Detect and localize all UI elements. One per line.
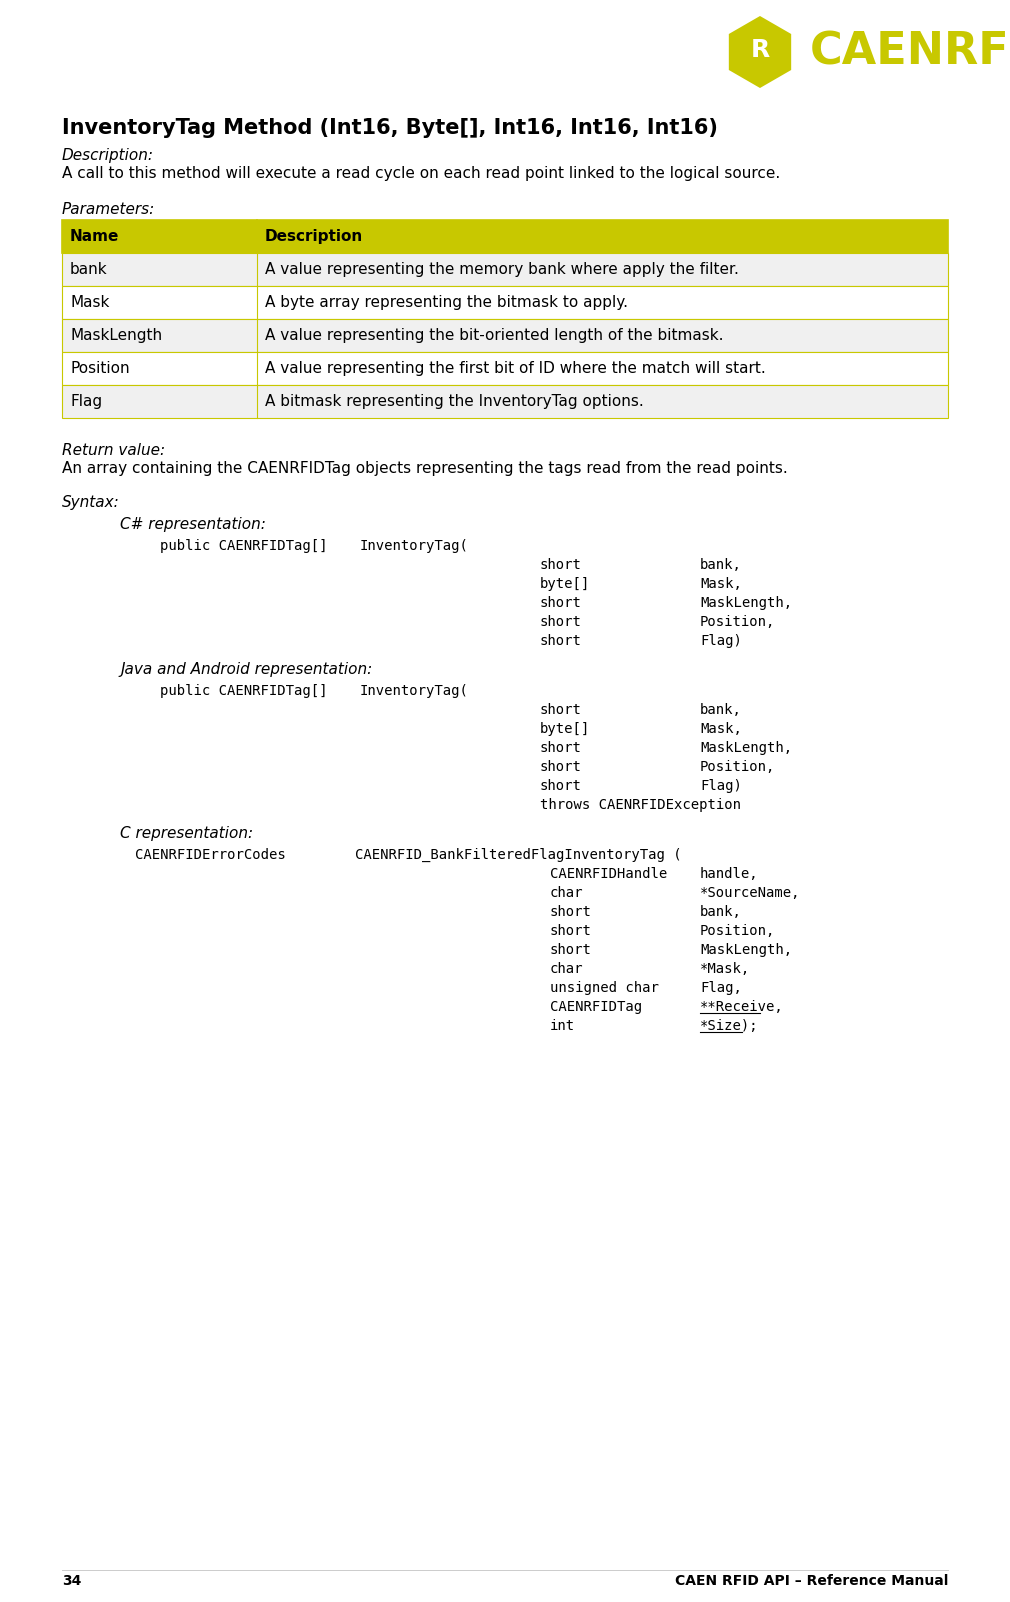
Text: unsigned char: unsigned char [550,980,659,995]
Text: byte[]: byte[] [540,577,590,591]
Text: short: short [540,615,582,630]
Text: bank,: bank, [700,703,742,718]
Text: **Receive,: **Receive, [700,1000,784,1014]
Text: Description: Description [265,229,364,244]
Bar [62,319,948,352]
Text: public CAENRFIDTag[]: public CAENRFIDTag[] [160,538,327,553]
Text: CAENRFID: CAENRFID [810,30,1010,74]
Text: A value representing the bit-oriented length of the bitmask.: A value representing the bit-oriented le… [265,328,723,343]
Text: CAENRFIDErrorCodes: CAENRFIDErrorCodes [135,847,286,862]
Text: CAEN RFID API – Reference Manual: CAEN RFID API – Reference Manual [675,1575,948,1588]
Bar [62,384,948,418]
Text: CAENRFID_BankFilteredFlagInventoryTag (: CAENRFID_BankFilteredFlagInventoryTag ( [355,847,682,862]
Text: Mask: Mask [70,295,109,311]
Text: C# representation:: C# representation: [120,517,266,532]
Text: Flag: Flag [70,394,102,409]
Text: CAENRFIDTag: CAENRFIDTag [550,1000,642,1014]
Text: short: short [540,779,582,793]
Text: handle,: handle, [700,867,759,881]
Text: Position,: Position, [700,615,776,630]
Text: InventoryTag(: InventoryTag( [360,684,469,698]
Text: short: short [540,759,582,774]
Text: InventoryTag Method (Int16, Byte[], Int16, Int16, Int16): InventoryTag Method (Int16, Byte[], Int1… [62,119,718,138]
Text: A value representing the memory bank where apply the filter.: A value representing the memory bank whe… [265,263,739,277]
Text: Position: Position [70,360,129,376]
Text: MaskLength,: MaskLength, [700,596,792,610]
Text: public CAENRFIDTag[]: public CAENRFIDTag[] [160,684,327,698]
Text: Name: Name [70,229,119,244]
Text: short: short [550,905,592,920]
Text: bank,: bank, [700,557,742,572]
Text: A value representing the first bit of ID where the match will start.: A value representing the first bit of ID… [265,360,766,376]
Text: An array containing the CAENRFIDTag objects representing the tags read from the : An array containing the CAENRFIDTag obje… [62,461,788,476]
Text: Mask,: Mask, [700,723,742,735]
Text: byte[]: byte[] [540,723,590,735]
Bar [62,287,948,319]
Text: char: char [550,961,584,976]
Text: short: short [540,596,582,610]
Text: InventoryTag(: InventoryTag( [360,538,469,553]
Text: Flag): Flag) [700,634,742,647]
Text: C representation:: C representation: [120,827,254,841]
Text: A call to this method will execute a read cycle on each read point linked to the: A call to this method will execute a rea… [62,167,781,181]
Text: *Size);: *Size); [700,1019,759,1033]
Text: MaskLength,: MaskLength, [700,944,792,956]
Bar [62,219,948,253]
Text: Flag): Flag) [700,779,742,793]
Text: short: short [550,924,592,939]
Text: short: short [540,634,582,647]
Text: Parameters:: Parameters: [62,202,156,216]
Text: Java and Android representation:: Java and Android representation: [120,662,373,678]
Text: Position,: Position, [700,759,776,774]
Text: R: R [750,38,770,62]
Text: int: int [550,1019,575,1033]
Text: short: short [540,742,582,755]
Text: MaskLength: MaskLength [70,328,163,343]
Text: CAENRFIDHandle: CAENRFIDHandle [550,867,668,881]
Text: A byte array representing the bitmask to apply.: A byte array representing the bitmask to… [265,295,628,311]
Text: Flag,: Flag, [700,980,742,995]
Text: bank,: bank, [700,905,742,920]
Text: bank: bank [70,263,108,277]
Bar [62,352,948,384]
Text: short: short [540,557,582,572]
Text: Description:: Description: [62,147,154,163]
Text: *SourceName,: *SourceName, [700,886,801,900]
Text: *Mask,: *Mask, [700,961,750,976]
Text: char: char [550,886,584,900]
Text: A bitmask representing the InventoryTag options.: A bitmask representing the InventoryTag … [265,394,643,409]
Bar [62,253,948,287]
Text: Mask,: Mask, [700,577,742,591]
Text: 34: 34 [62,1575,82,1588]
Text: Return value:: Return value: [62,444,165,458]
Text: short: short [550,944,592,956]
Text: throws CAENRFIDException: throws CAENRFIDException [540,798,741,812]
Text: MaskLength,: MaskLength, [700,742,792,755]
Text: Position,: Position, [700,924,776,939]
Text: Syntax:: Syntax: [62,495,120,509]
Text: short: short [540,703,582,718]
